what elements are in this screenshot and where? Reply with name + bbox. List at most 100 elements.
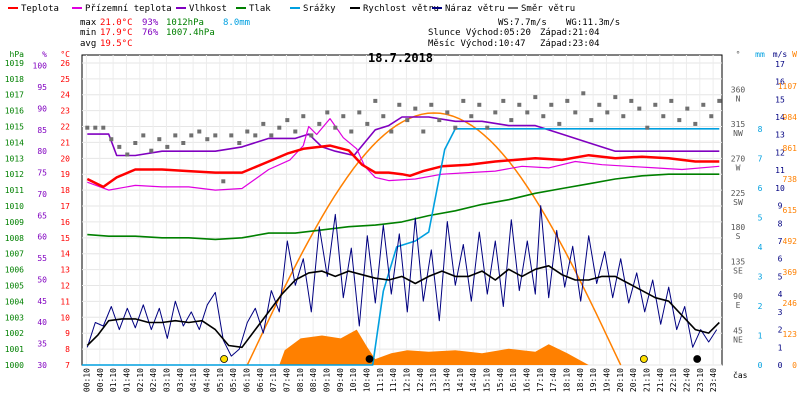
x-axis: 00:10 00:40 01:10 01:40 02:10 02:40 03:10 03:40… bbox=[82, 368, 718, 392]
x-tick-label: 03:40 bbox=[176, 368, 185, 392]
x-tick-label: 09:10 bbox=[322, 368, 331, 392]
wind-dir-point bbox=[517, 102, 522, 107]
axis-unit-wm2: W bbox=[792, 50, 797, 59]
wind-dir-point bbox=[637, 106, 642, 111]
wind-dir-point bbox=[413, 106, 418, 111]
wind-dir-point bbox=[269, 133, 274, 138]
axis-tick-wm2: 1107 bbox=[778, 82, 797, 91]
axis-tick-hpa: 1008 bbox=[5, 234, 24, 243]
axis-tick-hpa: 1016 bbox=[5, 107, 24, 116]
x-tick-label: 01:40 bbox=[122, 368, 131, 392]
x-tick-label: 02:10 bbox=[136, 368, 145, 392]
axis-tick-pct: 90 bbox=[37, 104, 47, 113]
axis-compass-dir: S bbox=[736, 232, 741, 241]
wind-dir-point bbox=[333, 125, 338, 130]
precip-intensity bbox=[279, 329, 589, 365]
wind-dir-point bbox=[205, 137, 210, 142]
wind-dir-point bbox=[357, 110, 362, 115]
axis-tick-ms: 4 bbox=[778, 290, 783, 299]
stat-moon-set: Západ:23:04 bbox=[540, 39, 600, 49]
x-tick-label: 14:10 bbox=[456, 368, 465, 392]
stat-avg-label: avg bbox=[80, 39, 96, 49]
axis-tick-degc: 13 bbox=[60, 266, 70, 275]
wind-dir-point bbox=[661, 114, 666, 119]
stat-max-press: 1012hPa bbox=[166, 18, 204, 28]
axis-tick-degc: 22 bbox=[60, 123, 70, 132]
wind-dir-point bbox=[677, 118, 682, 123]
axis-tick-dir: 135 bbox=[731, 258, 746, 267]
x-tick-label: 16:10 bbox=[509, 368, 518, 392]
axis-tick-hpa: 1009 bbox=[5, 218, 24, 227]
wind-dir-point bbox=[653, 102, 658, 107]
wind-dir-point bbox=[581, 91, 586, 96]
legend-label: Vlhkost bbox=[189, 4, 227, 14]
axis-tick-ms: 11 bbox=[775, 166, 785, 175]
wind-dir-point bbox=[437, 118, 442, 123]
axis-tick-ms: 7 bbox=[778, 237, 783, 246]
axis-unit-ms: m/s bbox=[773, 50, 788, 59]
x-axis-unit: čas bbox=[733, 370, 748, 380]
wind-dir-point bbox=[509, 118, 514, 123]
x-tick-label: 03:10 bbox=[162, 368, 171, 392]
wind-dir-point bbox=[189, 133, 194, 138]
x-tick-label: 11:40 bbox=[389, 368, 398, 392]
axis-tick-ms: 1 bbox=[778, 343, 783, 352]
axis-tick-degc: 26 bbox=[60, 59, 70, 68]
wind-dir-point bbox=[669, 98, 674, 103]
wind-dir-point bbox=[485, 125, 490, 130]
x-tick-label: 14:40 bbox=[469, 368, 478, 392]
wind-dir-point bbox=[381, 114, 386, 119]
axis-tick-mm: 2 bbox=[758, 302, 763, 311]
wind-dir-point bbox=[389, 129, 394, 134]
axis-tick-degc: 23 bbox=[60, 107, 70, 116]
axis-tick-ms: 9 bbox=[778, 202, 783, 211]
axes: hPa1000100110021003100410051006100710081… bbox=[5, 50, 797, 370]
stats: max 21.0°C 93% 1012hPa 8.0mm min 17.9°C … bbox=[80, 18, 620, 49]
wind-dir-point bbox=[541, 114, 546, 119]
wind-dir-point bbox=[93, 125, 98, 130]
axis-tick-ms: 6 bbox=[778, 255, 783, 264]
wind-dir-point bbox=[149, 148, 154, 153]
axis-tick-hpa: 1006 bbox=[5, 266, 24, 275]
wind-dir-point bbox=[197, 129, 202, 134]
stat-max-hum: 93% bbox=[142, 18, 159, 28]
wind-dir-point bbox=[709, 114, 714, 119]
wind-dir-point bbox=[717, 98, 722, 103]
wind-dir-point bbox=[629, 98, 634, 103]
wind-dir-point bbox=[117, 144, 122, 149]
wind-dir-point bbox=[293, 129, 298, 134]
wind-dir-point bbox=[213, 133, 218, 138]
axis-tick-wm2: 246 bbox=[783, 299, 798, 308]
series-line bbox=[87, 116, 720, 157]
moonrise-marker bbox=[365, 355, 374, 363]
axis-tick-ms: 16 bbox=[775, 78, 785, 87]
axis-tick-hpa: 1012 bbox=[5, 170, 24, 179]
axis-unit-degc: °C bbox=[60, 50, 70, 59]
axis-tick-ms: 14 bbox=[775, 113, 785, 122]
wind-dir-point bbox=[101, 125, 106, 130]
x-tick-label: 07:10 bbox=[269, 368, 278, 392]
x-tick-label: 20:40 bbox=[629, 368, 638, 392]
axis-tick-pct: 75 bbox=[37, 169, 47, 178]
wind-dir-point bbox=[685, 106, 690, 111]
wind-dir-point bbox=[621, 114, 626, 119]
axis-tick-hpa: 1014 bbox=[5, 138, 24, 147]
stat-min-hum: 76% bbox=[142, 28, 159, 38]
wind-dir-point bbox=[557, 121, 562, 126]
axis-tick-mm: 8 bbox=[758, 125, 763, 134]
axis-tick-degc: 18 bbox=[60, 186, 70, 195]
legend: Teplota Přízemní teplota Vlhkost Tlak Srážky… bbox=[8, 4, 575, 14]
wind-dir-point bbox=[445, 110, 450, 115]
legend-label: Rychlost větru bbox=[363, 4, 439, 14]
wind-dir-point bbox=[229, 133, 234, 138]
x-tick-label: 17:40 bbox=[549, 368, 558, 392]
axis-tick-ms: 13 bbox=[775, 131, 785, 140]
stat-sun-set: Západ:21:04 bbox=[540, 28, 600, 38]
wind-dir-point bbox=[125, 152, 130, 157]
axis-compass-dir: NE bbox=[733, 336, 743, 345]
legend-label: Náraz větru bbox=[445, 4, 505, 14]
axis-tick-mm: 7 bbox=[758, 154, 763, 163]
axis-tick-degc: 15 bbox=[60, 234, 70, 243]
axis-unit-mm: mm bbox=[755, 50, 765, 59]
